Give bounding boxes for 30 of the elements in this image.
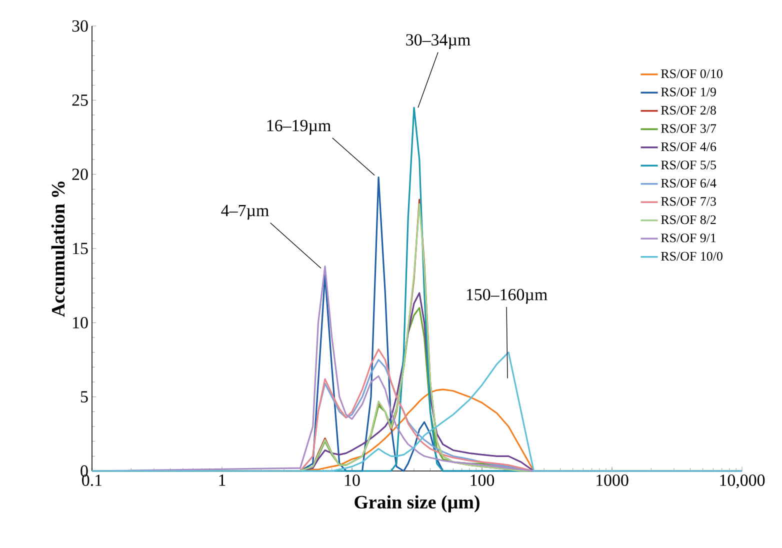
legend-label: RS/OF 7/3: [661, 197, 716, 206]
legend-label: RS/OF 2/8: [661, 106, 716, 115]
legend-label: RS/OF 9/1: [661, 234, 716, 242]
x-tick-label: 100: [470, 474, 494, 486]
legend-label: RS/OF 4/6: [661, 142, 716, 152]
x-tick-label: 10: [345, 474, 360, 486]
x-tick-label: 1000: [596, 474, 628, 486]
x-tick-label: 1: [219, 474, 226, 486]
y-tick-label: 10: [73, 316, 88, 328]
x-axis-title: Grain size (µm): [354, 495, 480, 512]
legend-label: RS/OF 6/4: [661, 178, 716, 188]
annotation: 4–7µm: [221, 204, 269, 220]
legend-label: RS/OF 3/7: [661, 124, 716, 133]
x-tick-label: 0.1: [82, 474, 102, 486]
y-tick-label: 15: [73, 242, 88, 254]
legend-label: RS/OF 1/9: [661, 88, 716, 96]
legend-label: RS/OF 5/5: [661, 160, 716, 170]
x-tick-label: 10,000: [720, 474, 765, 488]
y-tick-label: 20: [72, 168, 88, 180]
annotation: 150–160µm: [466, 288, 548, 304]
y-tick-label: 0: [80, 465, 88, 477]
y-tick-label: 30: [72, 20, 88, 32]
legend-label: RS/OF 8/2: [661, 215, 716, 224]
annotation: 30–34µm: [406, 34, 470, 50]
annotation: 16–19µm: [267, 120, 331, 135]
y-axis-title: Accumulation %: [51, 182, 65, 317]
y-tick-label: 25: [72, 94, 88, 106]
y-tick-label: 5: [80, 391, 88, 402]
legend-label: RS/OF 0/10: [661, 69, 722, 78]
legend-label: RS/OF 10/0: [661, 252, 722, 261]
